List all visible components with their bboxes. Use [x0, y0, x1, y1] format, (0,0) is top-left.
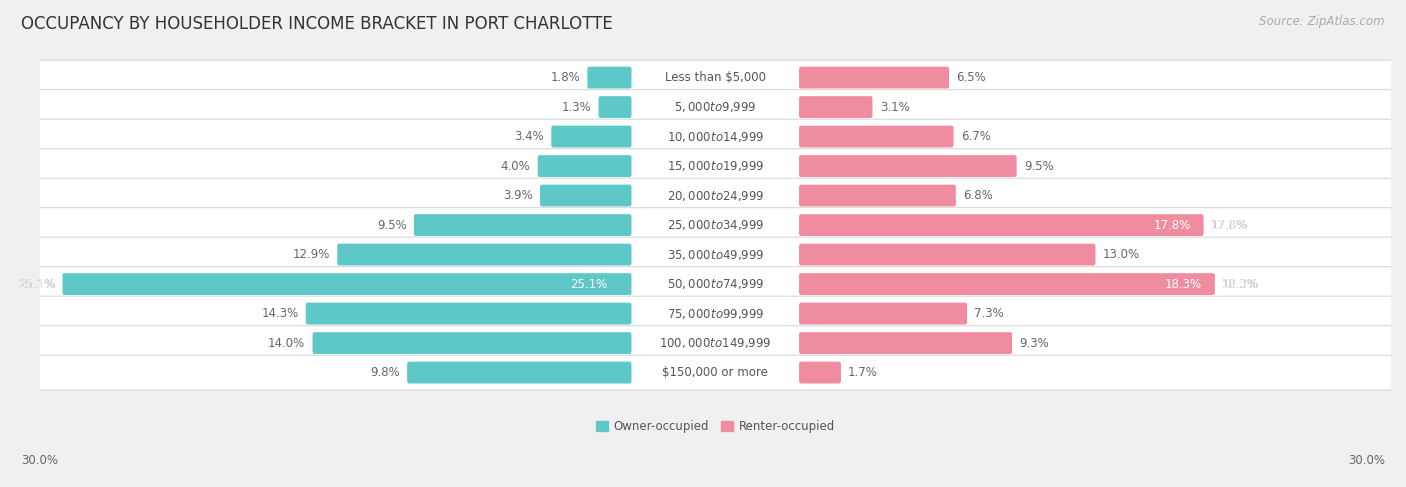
Text: 1.7%: 1.7%: [848, 366, 877, 379]
Text: 30.0%: 30.0%: [21, 454, 58, 467]
FancyBboxPatch shape: [799, 126, 953, 148]
Text: 25.1%: 25.1%: [18, 278, 55, 291]
Text: $75,000 to $99,999: $75,000 to $99,999: [666, 307, 763, 320]
Text: 17.8%: 17.8%: [1211, 219, 1249, 232]
FancyBboxPatch shape: [799, 244, 1095, 265]
FancyBboxPatch shape: [799, 214, 1204, 236]
FancyBboxPatch shape: [537, 155, 631, 177]
Text: Source: ZipAtlas.com: Source: ZipAtlas.com: [1260, 15, 1385, 28]
FancyBboxPatch shape: [337, 244, 631, 265]
FancyBboxPatch shape: [37, 296, 1395, 331]
Legend: Owner-occupied, Renter-occupied: Owner-occupied, Renter-occupied: [591, 416, 839, 438]
Text: 12.9%: 12.9%: [292, 248, 330, 261]
Text: Less than $5,000: Less than $5,000: [665, 71, 766, 84]
FancyBboxPatch shape: [37, 90, 1395, 125]
FancyBboxPatch shape: [799, 96, 873, 118]
Text: 1.3%: 1.3%: [561, 100, 592, 113]
FancyBboxPatch shape: [551, 126, 631, 148]
Text: 18.3%: 18.3%: [1222, 278, 1260, 291]
FancyBboxPatch shape: [37, 267, 1395, 301]
Text: 25.1%: 25.1%: [569, 278, 607, 291]
Text: $150,000 or more: $150,000 or more: [662, 366, 768, 379]
Text: 14.0%: 14.0%: [269, 337, 305, 350]
FancyBboxPatch shape: [599, 96, 631, 118]
Text: 3.1%: 3.1%: [880, 100, 910, 113]
FancyBboxPatch shape: [413, 214, 631, 236]
Text: 18.3%: 18.3%: [1222, 278, 1260, 291]
FancyBboxPatch shape: [62, 273, 631, 295]
FancyBboxPatch shape: [799, 332, 1012, 354]
Text: OCCUPANCY BY HOUSEHOLDER INCOME BRACKET IN PORT CHARLOTTE: OCCUPANCY BY HOUSEHOLDER INCOME BRACKET …: [21, 15, 613, 33]
Text: $25,000 to $34,999: $25,000 to $34,999: [666, 218, 763, 232]
FancyBboxPatch shape: [799, 273, 1215, 295]
Text: 30.0%: 30.0%: [1348, 454, 1385, 467]
Text: 9.3%: 9.3%: [1019, 337, 1049, 350]
Text: 7.3%: 7.3%: [974, 307, 1004, 320]
Text: 18.3%: 18.3%: [1164, 278, 1202, 291]
Text: 25.1%: 25.1%: [18, 278, 55, 291]
Text: $100,000 to $149,999: $100,000 to $149,999: [659, 336, 772, 350]
Text: 4.0%: 4.0%: [501, 160, 530, 172]
FancyBboxPatch shape: [37, 326, 1395, 360]
FancyBboxPatch shape: [799, 185, 956, 206]
FancyBboxPatch shape: [37, 355, 1395, 390]
Text: 3.4%: 3.4%: [515, 130, 544, 143]
Text: 13.0%: 13.0%: [1102, 248, 1140, 261]
Text: 14.3%: 14.3%: [262, 307, 298, 320]
FancyBboxPatch shape: [799, 302, 967, 324]
Text: $20,000 to $24,999: $20,000 to $24,999: [666, 188, 763, 203]
Text: 9.5%: 9.5%: [1024, 160, 1053, 172]
FancyBboxPatch shape: [305, 302, 631, 324]
Text: $50,000 to $74,999: $50,000 to $74,999: [666, 277, 763, 291]
FancyBboxPatch shape: [37, 60, 1395, 95]
Text: 3.9%: 3.9%: [503, 189, 533, 202]
FancyBboxPatch shape: [540, 185, 631, 206]
FancyBboxPatch shape: [312, 332, 631, 354]
FancyBboxPatch shape: [799, 155, 1017, 177]
FancyBboxPatch shape: [588, 67, 631, 89]
Text: 1.8%: 1.8%: [550, 71, 581, 84]
FancyBboxPatch shape: [37, 207, 1395, 243]
Text: 9.5%: 9.5%: [377, 219, 406, 232]
Text: $35,000 to $49,999: $35,000 to $49,999: [666, 247, 763, 262]
Text: $5,000 to $9,999: $5,000 to $9,999: [673, 100, 756, 114]
Text: 17.8%: 17.8%: [1153, 219, 1191, 232]
FancyBboxPatch shape: [37, 237, 1395, 272]
FancyBboxPatch shape: [799, 67, 949, 89]
FancyBboxPatch shape: [408, 362, 631, 383]
Text: 9.8%: 9.8%: [370, 366, 399, 379]
Text: 6.5%: 6.5%: [956, 71, 986, 84]
Text: $15,000 to $19,999: $15,000 to $19,999: [666, 159, 763, 173]
FancyBboxPatch shape: [799, 362, 841, 383]
Text: 6.8%: 6.8%: [963, 189, 993, 202]
Text: 6.7%: 6.7%: [960, 130, 991, 143]
FancyBboxPatch shape: [37, 149, 1395, 184]
Text: $10,000 to $14,999: $10,000 to $14,999: [666, 130, 763, 144]
Text: 17.8%: 17.8%: [1211, 219, 1249, 232]
FancyBboxPatch shape: [37, 178, 1395, 213]
FancyBboxPatch shape: [37, 119, 1395, 154]
